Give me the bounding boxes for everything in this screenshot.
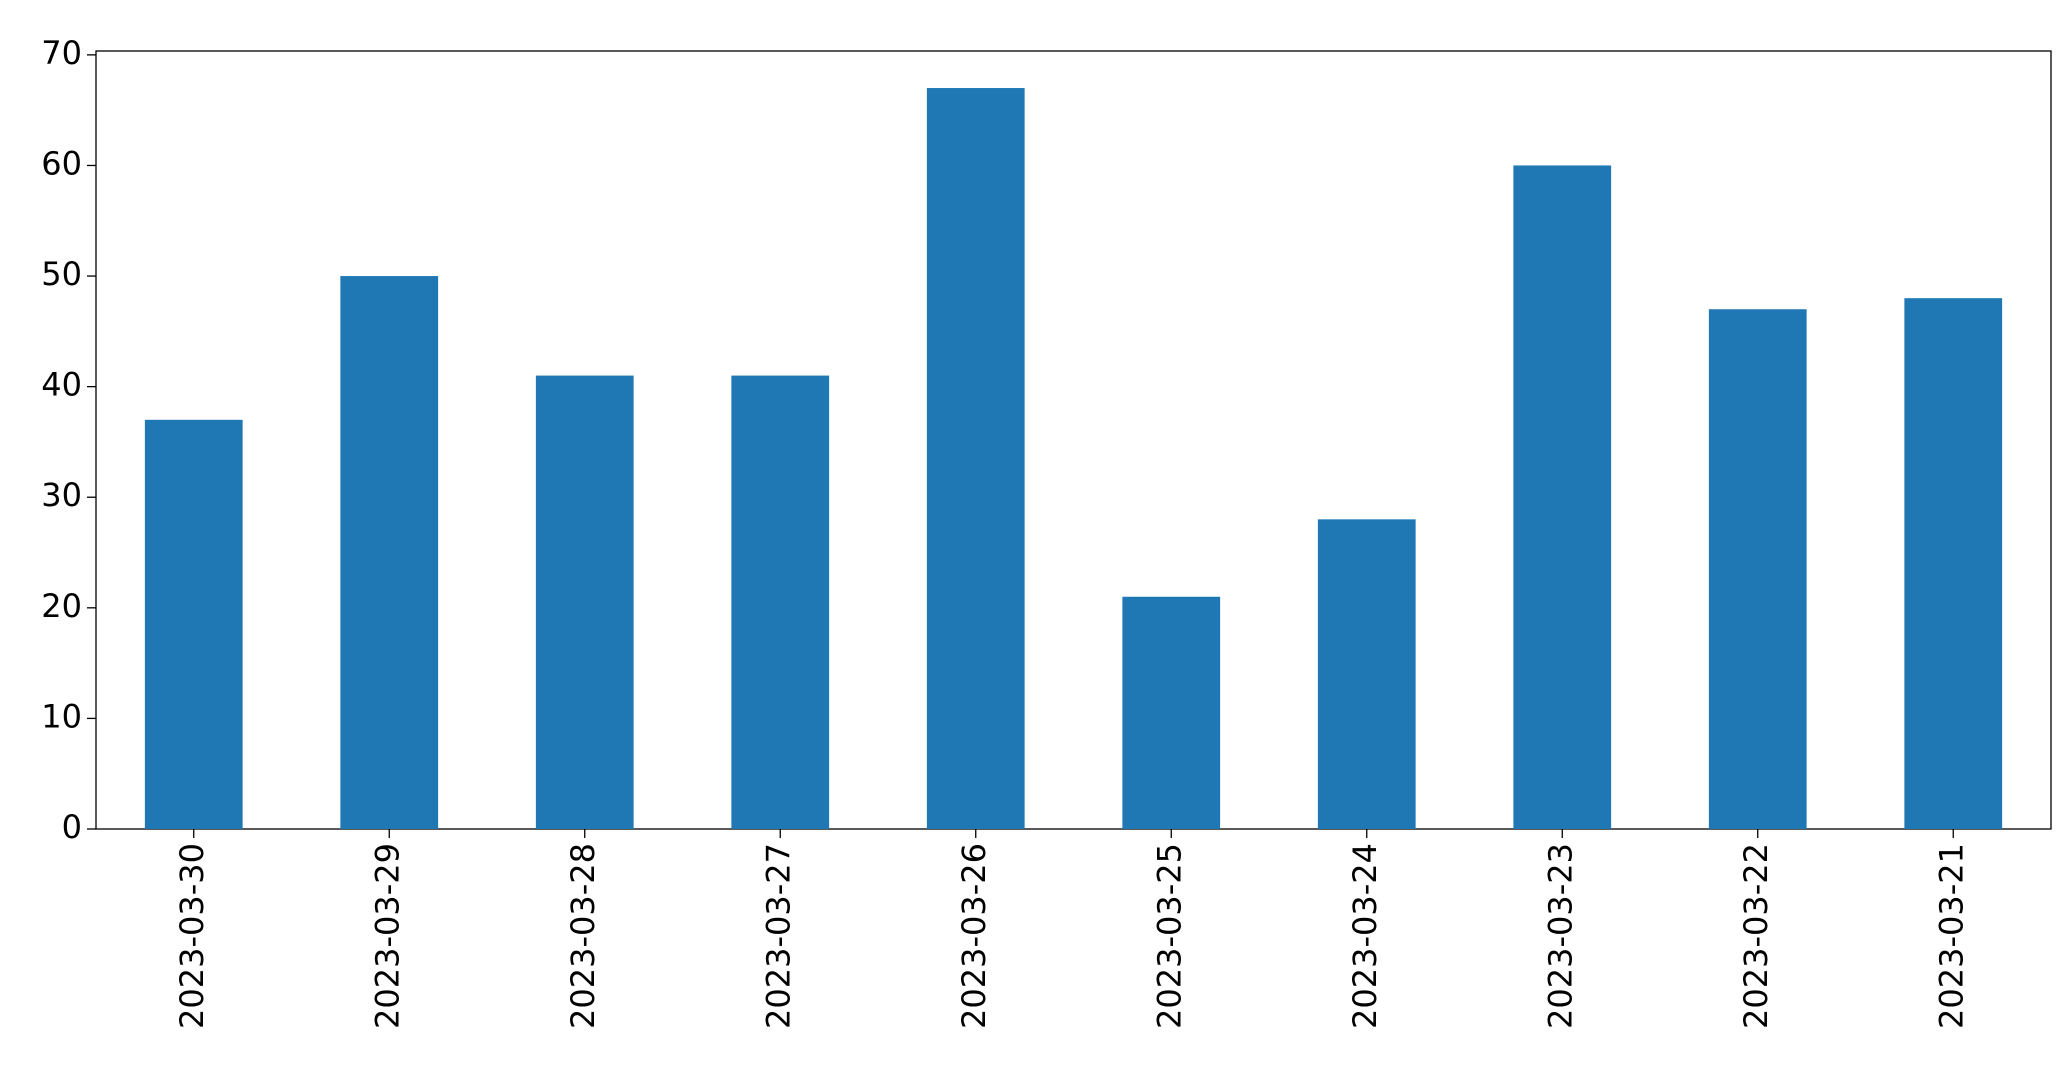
y-tick-label: 40 — [41, 366, 82, 404]
y-tick-label: 60 — [41, 144, 82, 182]
bar — [1708, 309, 1807, 830]
x-tick-label: 2023-03-26 — [955, 843, 993, 1029]
x-tick-label: 2023-03-28 — [564, 843, 602, 1029]
y-tick-label: 70 — [41, 34, 82, 72]
x-tick-label: 2023-03-27 — [759, 843, 797, 1029]
y-tick-label: 10 — [41, 697, 82, 735]
y-tick-label: 20 — [41, 587, 82, 625]
bar — [1904, 298, 2003, 829]
x-tick-label: 2023-03-25 — [1150, 843, 1188, 1029]
y-tick-label: 30 — [41, 476, 82, 514]
y-tick-label: 0 — [62, 808, 82, 846]
x-tick-label: 2023-03-29 — [368, 843, 406, 1029]
bar — [1513, 165, 1612, 829]
x-tick-label: 2023-03-23 — [1541, 843, 1579, 1029]
plot-frame — [95, 50, 2052, 830]
bar — [1317, 519, 1416, 829]
bar — [731, 375, 830, 829]
x-tick-label: 2023-03-22 — [1737, 843, 1775, 1029]
x-tick-label: 2023-03-30 — [173, 843, 211, 1029]
x-tick-label: 2023-03-21 — [1932, 843, 1970, 1029]
bar — [926, 88, 1025, 830]
bar — [340, 276, 439, 829]
bar — [144, 419, 243, 829]
bar — [535, 375, 634, 829]
bar — [1122, 596, 1221, 829]
x-tick-label: 2023-03-24 — [1346, 843, 1384, 1029]
y-tick-label: 50 — [41, 255, 82, 293]
